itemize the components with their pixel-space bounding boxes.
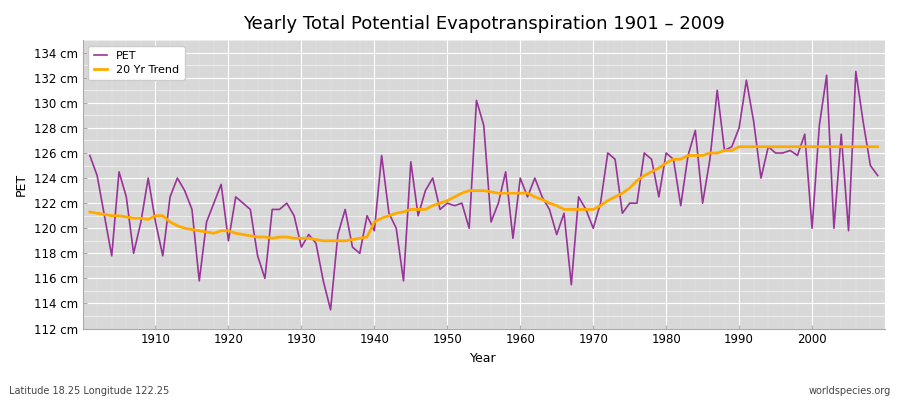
PET [515,176,526,180]
Line: 20 Yr Trend: 20 Yr Trend [90,147,878,241]
PET [85,153,95,158]
Legend: PET, 20 Yr Trend: PET, 20 Yr Trend [88,46,184,80]
20 Yr Trend [143,217,154,222]
PET [872,173,883,178]
PET [850,69,861,74]
Y-axis label: PET: PET [15,173,28,196]
20 Yr Trend [872,144,883,149]
PET [355,251,365,256]
PET [609,157,620,162]
20 Yr Trend [303,236,314,241]
PET [303,232,314,237]
20 Yr Trend [515,191,526,196]
Text: Latitude 18.25 Longitude 122.25: Latitude 18.25 Longitude 122.25 [9,386,169,396]
Title: Yearly Total Potential Evapotranspiration 1901 – 2009: Yearly Total Potential Evapotranspiratio… [243,15,724,33]
20 Yr Trend [609,194,620,199]
PET [522,194,533,199]
20 Yr Trend [522,191,533,196]
20 Yr Trend [318,238,328,243]
20 Yr Trend [355,236,365,241]
Line: PET: PET [90,72,878,310]
20 Yr Trend [734,144,744,149]
20 Yr Trend [85,210,95,214]
X-axis label: Year: Year [471,352,497,365]
PET [143,176,154,180]
PET [325,307,336,312]
Text: worldspecies.org: worldspecies.org [809,386,891,396]
